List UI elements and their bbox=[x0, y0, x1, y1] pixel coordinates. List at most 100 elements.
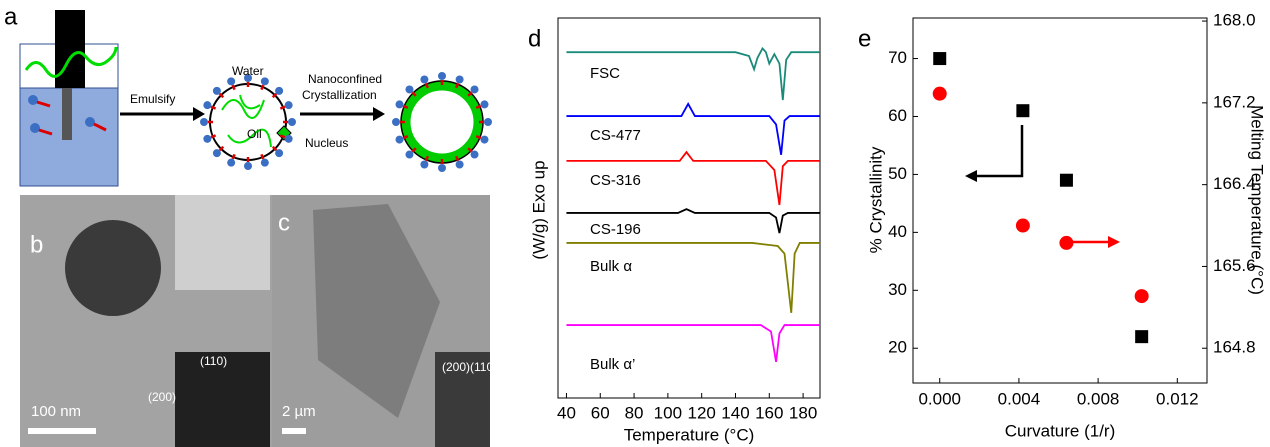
x-tick-label: 0.012 bbox=[1156, 389, 1199, 408]
point bbox=[1135, 330, 1148, 343]
surfactant-tail bbox=[476, 106, 481, 108]
surfactant bbox=[275, 87, 283, 95]
probe bbox=[55, 10, 85, 88]
surfactant bbox=[438, 72, 446, 80]
surfactant bbox=[261, 77, 269, 85]
point bbox=[1135, 289, 1149, 303]
label: Nanoconfined bbox=[308, 72, 382, 86]
schematic bbox=[20, 10, 492, 186]
surfactant bbox=[471, 85, 479, 93]
surfactant-tail bbox=[280, 135, 285, 137]
surfactant bbox=[285, 135, 293, 143]
surfactant-tail bbox=[211, 107, 216, 109]
surfactant bbox=[392, 118, 400, 126]
surfactant bbox=[480, 100, 488, 108]
curve-label: FSC bbox=[590, 65, 620, 82]
surfactant bbox=[203, 101, 211, 109]
x-tick-label: 80 bbox=[625, 403, 644, 422]
surfactant bbox=[420, 160, 428, 168]
surfactant bbox=[213, 87, 221, 95]
surfactant bbox=[288, 118, 296, 126]
y-axis-label: (W/g) Exo up bbox=[529, 160, 548, 259]
diffraction-label: (200) bbox=[442, 360, 470, 374]
surfactant bbox=[396, 100, 404, 108]
surfactant bbox=[471, 151, 479, 159]
point bbox=[933, 87, 947, 101]
scale-label: 2 µm bbox=[282, 403, 316, 420]
x-tick-label: 180 bbox=[789, 403, 817, 422]
surfactant-tail bbox=[476, 136, 481, 138]
point bbox=[1016, 219, 1030, 233]
scale-bar bbox=[28, 428, 96, 434]
x-tick-label: 120 bbox=[687, 403, 715, 422]
curve bbox=[566, 243, 820, 313]
x-tick-label: 140 bbox=[721, 403, 749, 422]
surfactant bbox=[200, 118, 208, 126]
scale-bar bbox=[282, 428, 306, 434]
inset-optical bbox=[175, 195, 270, 290]
arrowhead bbox=[373, 107, 385, 121]
panel-label: a bbox=[4, 3, 18, 30]
x-tick-label: 160 bbox=[755, 403, 783, 422]
arrowhead bbox=[1108, 236, 1120, 248]
surfactant bbox=[396, 136, 404, 144]
panel-label: c bbox=[278, 209, 290, 236]
surfactant bbox=[244, 162, 252, 170]
surfactant-tail bbox=[280, 107, 285, 109]
x-tick-label: 100 bbox=[654, 403, 682, 422]
axis-arrow bbox=[975, 125, 1022, 176]
surfactant bbox=[285, 101, 293, 109]
x-tick-label: 0.000 bbox=[918, 389, 961, 408]
surfactant bbox=[203, 135, 211, 143]
point bbox=[1059, 236, 1073, 250]
y-tick-label: 20 bbox=[888, 338, 907, 357]
panel-label: b bbox=[30, 231, 43, 258]
surfactant-tail bbox=[456, 156, 458, 161]
y-tick-label: 50 bbox=[888, 164, 907, 183]
surfactant bbox=[213, 149, 221, 157]
surfactant bbox=[438, 164, 446, 172]
crystal-shell bbox=[406, 86, 478, 158]
scale-label: 100 nm bbox=[31, 403, 81, 420]
y-tick-label: 40 bbox=[888, 222, 907, 241]
point bbox=[933, 52, 946, 65]
diffraction-label: (200) bbox=[148, 390, 176, 404]
surfactant bbox=[227, 159, 235, 167]
x-tick-label: 40 bbox=[557, 403, 576, 422]
surfactant bbox=[484, 118, 492, 126]
surfactant-tail bbox=[261, 154, 263, 159]
curve-label: CS-477 bbox=[590, 127, 641, 144]
x-axis-label: Temperature (°C) bbox=[624, 425, 755, 444]
panel-label: d bbox=[528, 25, 541, 52]
surfactant-tail bbox=[403, 106, 408, 108]
surfactant bbox=[456, 160, 464, 168]
surfactant-tail bbox=[261, 85, 263, 90]
y-tick-label: 30 bbox=[888, 280, 907, 299]
surfactant bbox=[456, 76, 464, 84]
y-axis-label: % Crystallinity bbox=[866, 146, 885, 253]
y2-tick-label: 168.0 bbox=[1213, 11, 1256, 30]
curve-label: Bulk α bbox=[590, 258, 632, 275]
x-tick-label: 0.004 bbox=[998, 389, 1041, 408]
surfactant-tail bbox=[426, 83, 428, 88]
surfactant bbox=[480, 136, 488, 144]
arrowhead bbox=[965, 170, 977, 182]
point bbox=[1016, 104, 1029, 117]
x-axis-label: Curvature (1/r) bbox=[1005, 421, 1116, 440]
surfactant bbox=[261, 159, 269, 167]
plot-frame bbox=[913, 18, 1207, 383]
y2-axis-label: Melting Temperature (°C) bbox=[1248, 105, 1267, 295]
surfactant bbox=[405, 85, 413, 93]
surfactant-tail bbox=[403, 136, 408, 138]
x-tick-label: 60 bbox=[591, 403, 610, 422]
point bbox=[1060, 174, 1073, 187]
label: Water bbox=[232, 64, 264, 78]
surfactant-tail bbox=[456, 83, 458, 88]
figure: a Water Emulsify Oil Nucleus Nanoconfine… bbox=[0, 0, 1270, 447]
curve-label: Bulk α’ bbox=[590, 356, 635, 373]
label: Nucleus bbox=[305, 136, 348, 150]
x-tick-label: 0.008 bbox=[1077, 389, 1120, 408]
surfactant-tail bbox=[211, 135, 216, 137]
surfactant-tail bbox=[233, 85, 235, 90]
diffraction-label: (110) bbox=[470, 360, 497, 374]
